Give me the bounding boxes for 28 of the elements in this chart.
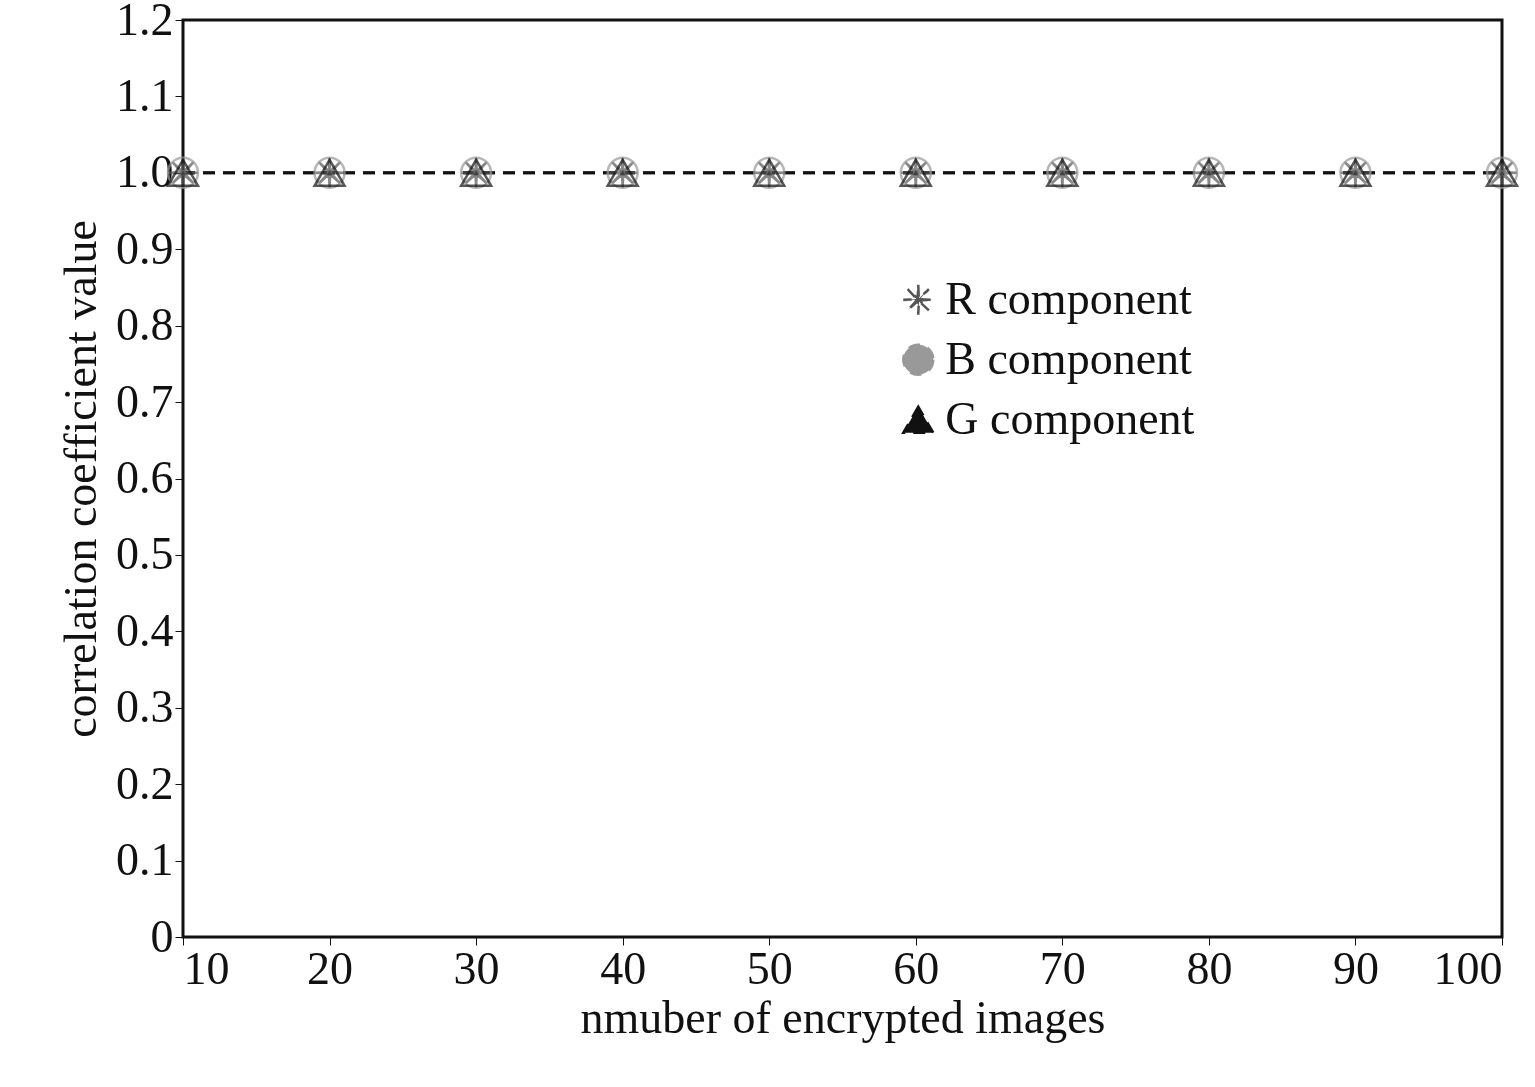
legend-label: G component bbox=[945, 392, 1195, 444]
x-tick-label: 90 bbox=[1332, 942, 1379, 994]
x-tick-label: 80 bbox=[1186, 942, 1233, 994]
x-tick-label: 70 bbox=[1039, 942, 1086, 994]
y-tick-label: 0.5 bbox=[116, 528, 174, 580]
y-tick-label: 0.2 bbox=[116, 757, 174, 809]
x-tick-label: 30 bbox=[453, 942, 500, 994]
x-tick-label: 10 bbox=[183, 942, 230, 994]
x-tick-label: 40 bbox=[600, 942, 647, 994]
y-tick-label: 0.4 bbox=[116, 604, 174, 656]
y-tick-label: 0.8 bbox=[116, 299, 174, 351]
x-tick-label: 100 bbox=[1433, 942, 1503, 994]
y-tick-label: 0.1 bbox=[116, 834, 174, 886]
y-tick-label: 0 bbox=[150, 910, 174, 962]
y-tick-label: 0.9 bbox=[116, 222, 174, 274]
legend-label: B component bbox=[945, 332, 1193, 384]
y-axis-title: correlation coefficient value bbox=[55, 220, 106, 738]
x-axis-title: nmuber of encrypted images bbox=[580, 991, 1106, 1043]
x-tick-label: 60 bbox=[893, 942, 940, 994]
x-tick-label: 20 bbox=[307, 942, 354, 994]
y-tick-label: 0.3 bbox=[116, 681, 174, 733]
x-tick-label: 50 bbox=[746, 942, 793, 994]
y-tick-label: 0.7 bbox=[116, 375, 174, 427]
y-tick-label: 1.2 bbox=[116, 0, 174, 45]
y-tick-label: 0.6 bbox=[116, 452, 174, 503]
legend-label: R component bbox=[945, 272, 1193, 324]
y-tick-label: 1.0 bbox=[116, 146, 174, 198]
y-tick-label: 1.1 bbox=[116, 69, 174, 121]
